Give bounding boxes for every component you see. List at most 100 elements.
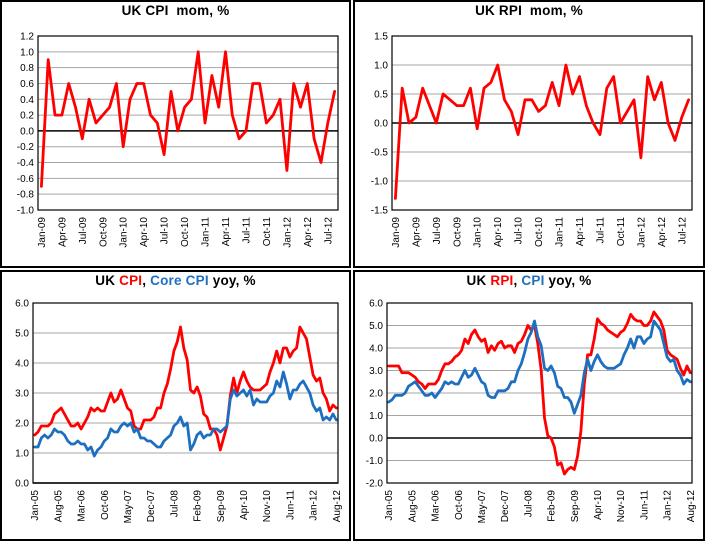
panel-uk-cpi-core-cpi-yoy: UK CPI, Core CPI yoy, % 6.0 5.0 4.0 3.0 2.0 1… [0,270,351,541]
x-tick-label: Jan-12 [636,217,647,248]
x-tick-label: Aug-12 [686,490,697,523]
title-part: RPI [490,273,514,288]
uk-rpi-cpi-yoy-title: UK RPI, CPI yoy, % [355,273,703,288]
uk-cpi-mom-chart: 1.2 1.0 0.8 0.6 0.4 0.2 0.0 -0.2 -0.4 -0.6 -0.8 -1.… [17,32,339,248]
x-tick-label: Apr-09 [57,217,68,247]
title-part: UK RPI mom, % [475,3,583,18]
x-tick-label: Mar-06 [431,490,442,522]
y-tick-label: -2.0 [366,479,384,490]
panel-uk-rpi-mom: UK RPI mom, % 1.5 1.0 0.5 0.0 -0.5 -1.0 -1.5 Ja… [353,0,705,268]
y-tick-label: -1.5 [371,206,389,217]
y-tick-label: 1.2 [20,32,34,43]
y-tick-label: 0.0 [20,126,34,137]
y-tick-label: 1.0 [369,411,383,422]
x-tick-label: Jul-09 [432,217,443,245]
x-tick-label: Oct-11 [616,217,627,247]
x-tick-label: Apr-11 [575,217,586,247]
x-tick-label: Sep-09 [216,490,227,523]
title-part: , [513,273,522,288]
title-part: yoy, % [208,273,256,288]
y-tick-label: -0.6 [17,174,35,185]
y-tick-label: 0.6 [20,79,34,90]
x-tick-label: Oct-10 [534,217,545,247]
x-tick-label: Jan-09 [391,217,402,248]
x-tick-label: Jun-11 [285,490,296,520]
x-tick-label: May-07 [123,490,134,524]
title-part: UK [95,273,120,288]
x-tick-label: Oct-10 [180,217,191,247]
x-tick-label: Oct-09 [452,217,463,247]
x-tick-label: Apr-12 [657,217,668,247]
y-tick-label: -0.4 [17,158,35,169]
y-tick-label: 0.4 [20,95,34,106]
series-line [394,63,691,200]
x-tick-label: Jan-10 [119,217,130,248]
y-tick-label: 6.0 [15,299,29,310]
y-tick-label: -0.2 [17,142,35,153]
series-line [33,325,338,452]
y-tick-label: 5.0 [15,329,29,340]
x-tick-label: Apr-10 [593,490,604,520]
x-tick-label: Apr-11 [221,217,232,247]
title-part: yoy, % [544,273,592,288]
x-tick-label: Jan-12 [663,490,674,521]
x-tick-label: Jan-11 [555,217,566,247]
y-tick-label: -1.0 [366,456,384,467]
x-tick-label: Nov-10 [616,490,627,523]
y-tick-label: 1.0 [20,47,34,58]
x-tick-label: Aug-12 [332,490,343,523]
title-part: , [142,273,151,288]
x-tick-label: Mar-06 [77,490,88,522]
y-tick-label: 0.8 [20,63,34,74]
series-line [387,310,692,476]
uk-rpi-mom-title: UK RPI mom, % [355,3,703,18]
y-tick-label: 1.5 [374,32,388,43]
x-tick-label: Jul-11 [595,217,606,244]
x-tick-label: Jul-08 [523,490,534,518]
x-tick-label: Dec-07 [146,490,157,523]
y-tick-label: 4.0 [15,359,29,370]
x-tick-label: Jan-11 [201,217,212,247]
panel-uk-cpi-mom: UK CPI mom, % 1.2 1.0 0.8 0.6 0.4 0.2 0.0 -0.2 -… [0,0,351,268]
y-tick-label: 2.0 [15,419,29,430]
x-tick-label: Jul-09 [78,217,89,245]
x-tick-label: Jan-05 [30,490,41,521]
x-tick-label: Sep-09 [570,490,581,523]
uk-cpi-mom-title: UK CPI mom, % [2,3,349,18]
title-part: UK [466,273,491,288]
x-tick-label: Jan-09 [37,217,48,248]
series-line [387,319,692,415]
y-tick-label: -0.8 [17,190,35,201]
x-tick-label: Jan-12 [282,217,293,248]
series-line [40,50,337,188]
y-tick-label: 1.0 [15,449,29,460]
x-tick-label: Jul-10 [160,217,171,245]
title-part: CPI [521,273,545,288]
title-part: Core CPI [150,273,209,288]
x-tick-label: Jul-08 [169,490,180,518]
y-tick-label: 3.0 [15,389,29,400]
y-tick-label: 0.0 [374,119,388,130]
x-tick-label: Oct-11 [262,217,273,247]
x-tick-label: Jan-10 [473,217,484,248]
title-part: UK CPI mom, % [121,3,230,18]
y-tick-label: -1.0 [371,177,389,188]
x-tick-label: Apr-10 [239,490,250,520]
y-tick-label: 0.0 [369,434,383,445]
x-tick-label: Oct-09 [98,217,109,247]
x-tick-label: Apr-09 [411,217,422,247]
x-tick-label: Jul-12 [323,217,334,245]
x-tick-label: Aug-05 [407,490,418,523]
panel-uk-rpi-cpi-yoy: UK RPI, CPI yoy, % 6.0 5.0 4.0 3.0 2.0 1.0 0.0… [353,270,705,541]
y-tick-label: 0.2 [20,111,34,122]
x-tick-label: Jan-05 [384,490,395,521]
y-tick-label: -1.0 [17,206,35,217]
x-tick-label: Apr-10 [139,217,150,247]
x-tick-label: Aug-05 [53,490,64,523]
y-tick-label: 0.0 [15,479,29,490]
y-tick-label: 1.0 [374,61,388,72]
y-tick-label: 4.0 [369,344,383,355]
